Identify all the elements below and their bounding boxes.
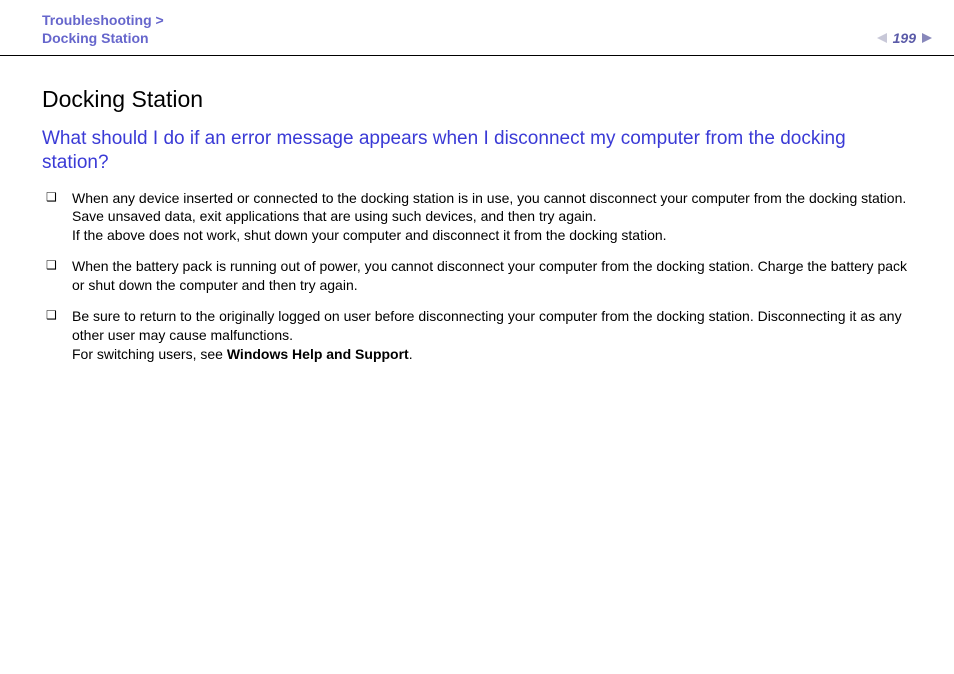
list-item: When the battery pack is running out of …: [42, 257, 912, 295]
breadcrumb-line-2: Docking Station: [42, 30, 164, 48]
list-item-text: When any device inserted or connected to…: [72, 190, 906, 244]
document-page: Troubleshooting > Docking Station 199 Do…: [0, 0, 954, 674]
list-item-text: When the battery pack is running out of …: [72, 258, 907, 293]
section-question: What should I do if an error message app…: [42, 127, 912, 175]
page-number-nav: 199: [877, 30, 932, 46]
page-title: Docking Station: [42, 86, 912, 113]
list-item: When any device inserted or connected to…: [42, 189, 912, 246]
breadcrumb-line-1: Troubleshooting >: [42, 12, 164, 30]
page-header: Troubleshooting > Docking Station 199: [0, 0, 954, 56]
next-page-icon[interactable]: [922, 33, 932, 43]
page-number: 199: [893, 30, 916, 46]
list-item-text: Be sure to return to the originally logg…: [72, 308, 902, 362]
prev-page-icon[interactable]: [877, 33, 887, 43]
list-item: Be sure to return to the originally logg…: [42, 307, 912, 364]
bullet-list: When any device inserted or connected to…: [42, 189, 912, 364]
list-item-bold: Windows Help and Support: [227, 346, 409, 362]
breadcrumb: Troubleshooting > Docking Station: [42, 12, 164, 47]
page-content: Docking Station What should I do if an e…: [0, 56, 954, 364]
list-item-text-after: .: [409, 346, 413, 362]
